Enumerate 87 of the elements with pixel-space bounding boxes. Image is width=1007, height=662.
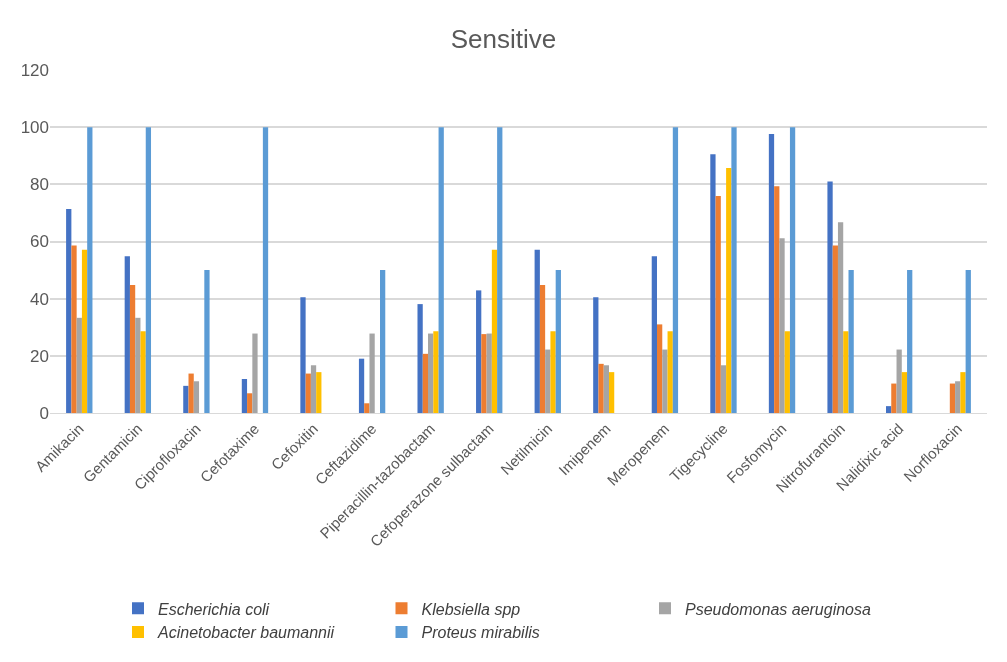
bar — [380, 270, 386, 413]
bar — [784, 331, 790, 413]
bar — [188, 373, 194, 413]
legend-label: Pseudomonas aeruginosa — [685, 600, 872, 618]
bar — [545, 349, 551, 413]
bar — [300, 297, 306, 413]
y-tick-label: 120 — [20, 60, 49, 80]
bar — [843, 331, 849, 413]
bar — [779, 238, 785, 413]
bar — [901, 372, 908, 413]
bar — [720, 365, 727, 413]
bar — [438, 127, 444, 413]
bar — [657, 324, 663, 413]
bar — [193, 381, 200, 413]
legend-label: Escherichia coli — [158, 600, 270, 618]
bar — [310, 365, 317, 413]
bar — [145, 127, 152, 413]
bar — [241, 378, 248, 413]
bar — [715, 196, 721, 413]
bar — [417, 304, 423, 413]
bar — [555, 270, 561, 413]
bar — [76, 317, 82, 413]
bar — [662, 349, 668, 413]
chart-title: Sensitive — [450, 23, 557, 54]
bar — [608, 372, 615, 413]
bar — [66, 208, 72, 413]
bar — [710, 154, 716, 413]
y-tick-label: 0 — [39, 403, 49, 423]
bar — [305, 373, 311, 413]
legend-label: Klebsiella spp — [421, 600, 521, 618]
bar — [896, 349, 902, 413]
legend-label: Proteus mirabilis — [421, 624, 540, 642]
bar — [891, 383, 897, 413]
bar — [768, 134, 775, 413]
bar — [539, 284, 546, 413]
bar — [603, 365, 609, 413]
bar — [789, 127, 796, 413]
bar — [731, 127, 737, 413]
y-tick-label: 20 — [30, 346, 49, 366]
y-tick-label: 60 — [30, 232, 49, 252]
bar — [364, 403, 370, 413]
bar — [316, 372, 322, 413]
bar — [247, 393, 253, 413]
bar — [497, 127, 503, 413]
y-tick-label: 100 — [20, 118, 49, 138]
bar — [832, 245, 838, 413]
bar — [252, 333, 258, 413]
bar — [262, 127, 269, 413]
bar — [204, 270, 210, 413]
bar — [726, 168, 732, 413]
bar — [428, 333, 434, 413]
bar — [667, 331, 673, 413]
bar — [135, 317, 141, 413]
bar — [837, 222, 844, 413]
bar — [827, 181, 833, 413]
bar — [848, 270, 854, 413]
bar — [476, 290, 482, 413]
bar — [965, 270, 971, 413]
bar — [907, 270, 913, 413]
bar — [124, 256, 130, 413]
bar — [422, 353, 429, 413]
bar — [481, 334, 487, 413]
legend-label: Acinetobacter baumannii — [157, 624, 335, 642]
bar — [358, 358, 365, 413]
bar — [955, 381, 961, 413]
bar — [550, 331, 556, 413]
bar — [672, 127, 679, 413]
bar — [140, 331, 146, 413]
bar — [598, 363, 604, 413]
bar — [433, 331, 439, 413]
bar — [183, 385, 189, 413]
bar — [885, 406, 892, 413]
bar — [129, 284, 136, 413]
bar — [81, 249, 88, 413]
y-tick-label: 80 — [30, 175, 49, 195]
bar — [960, 372, 966, 413]
bar — [87, 127, 93, 413]
bar — [369, 333, 375, 413]
bar — [534, 249, 540, 413]
bar — [491, 249, 498, 413]
bar — [774, 186, 780, 413]
y-tick-label: 40 — [30, 289, 49, 309]
bar — [593, 297, 599, 413]
bar — [651, 256, 657, 413]
bar — [949, 383, 956, 413]
bar — [71, 245, 77, 413]
bar — [486, 333, 492, 413]
